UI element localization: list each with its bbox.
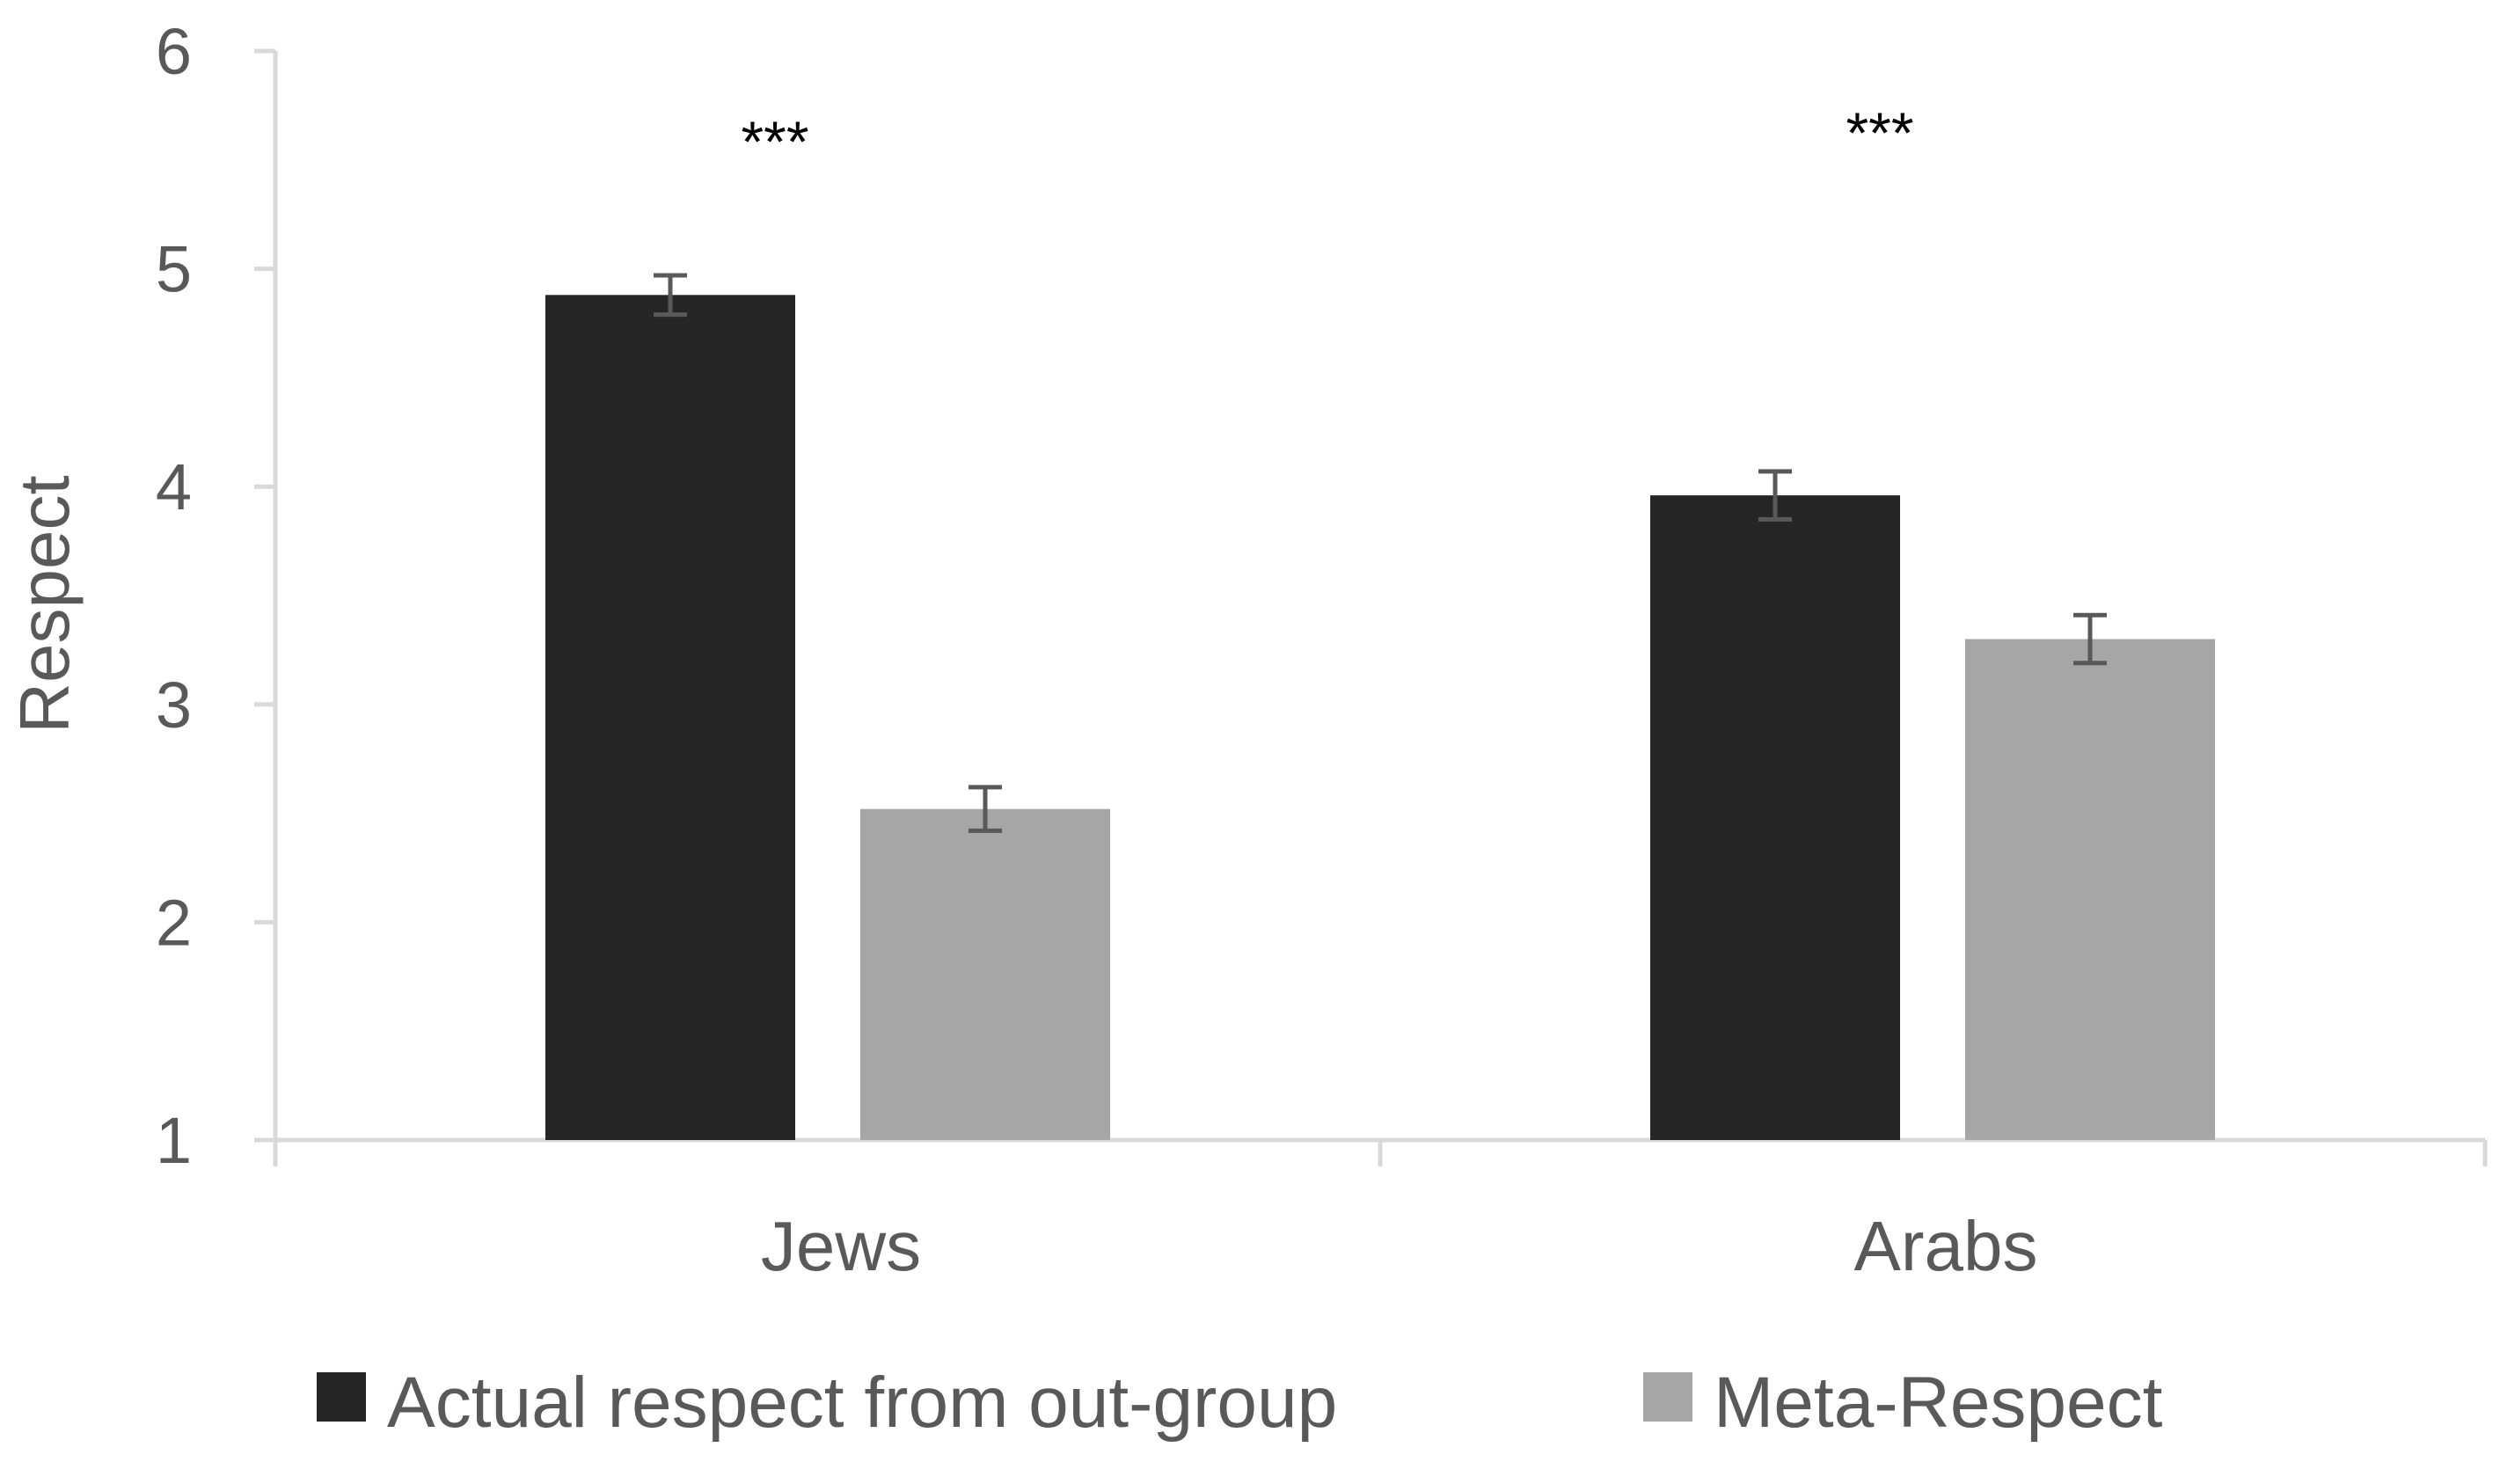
bar — [860, 808, 1110, 1140]
y-tick-label: 6 — [156, 15, 192, 88]
y-tick-label: 1 — [156, 1104, 192, 1177]
labels: 1 2 3 4 5 6 Respect Jews Arabs *** *** — [5, 15, 2037, 1285]
legend-label: Actual respect from out-group — [387, 1363, 1337, 1443]
significance-label: *** — [1846, 100, 1913, 165]
legend-swatch — [317, 1372, 366, 1422]
y-tick-label: 5 — [156, 233, 192, 306]
bar — [1965, 639, 2215, 1140]
significance-label: *** — [741, 109, 808, 174]
y-axis-title: Respect — [5, 475, 84, 733]
x-tick-label: Jews — [761, 1207, 921, 1285]
bars — [545, 295, 2215, 1140]
x-tick-label: Arabs — [1854, 1207, 2038, 1285]
y-tick-label: 2 — [156, 886, 192, 959]
bar — [1650, 495, 1900, 1140]
legend: Actual respect from out-group Meta-Respec… — [317, 1363, 2163, 1443]
bar — [545, 295, 795, 1140]
y-tick-label: 3 — [156, 669, 192, 742]
legend-label: Meta-Respect — [1714, 1363, 2163, 1443]
legend-swatch — [1643, 1372, 1692, 1422]
error-bars — [654, 273, 2107, 833]
y-tick-label: 4 — [156, 450, 192, 523]
